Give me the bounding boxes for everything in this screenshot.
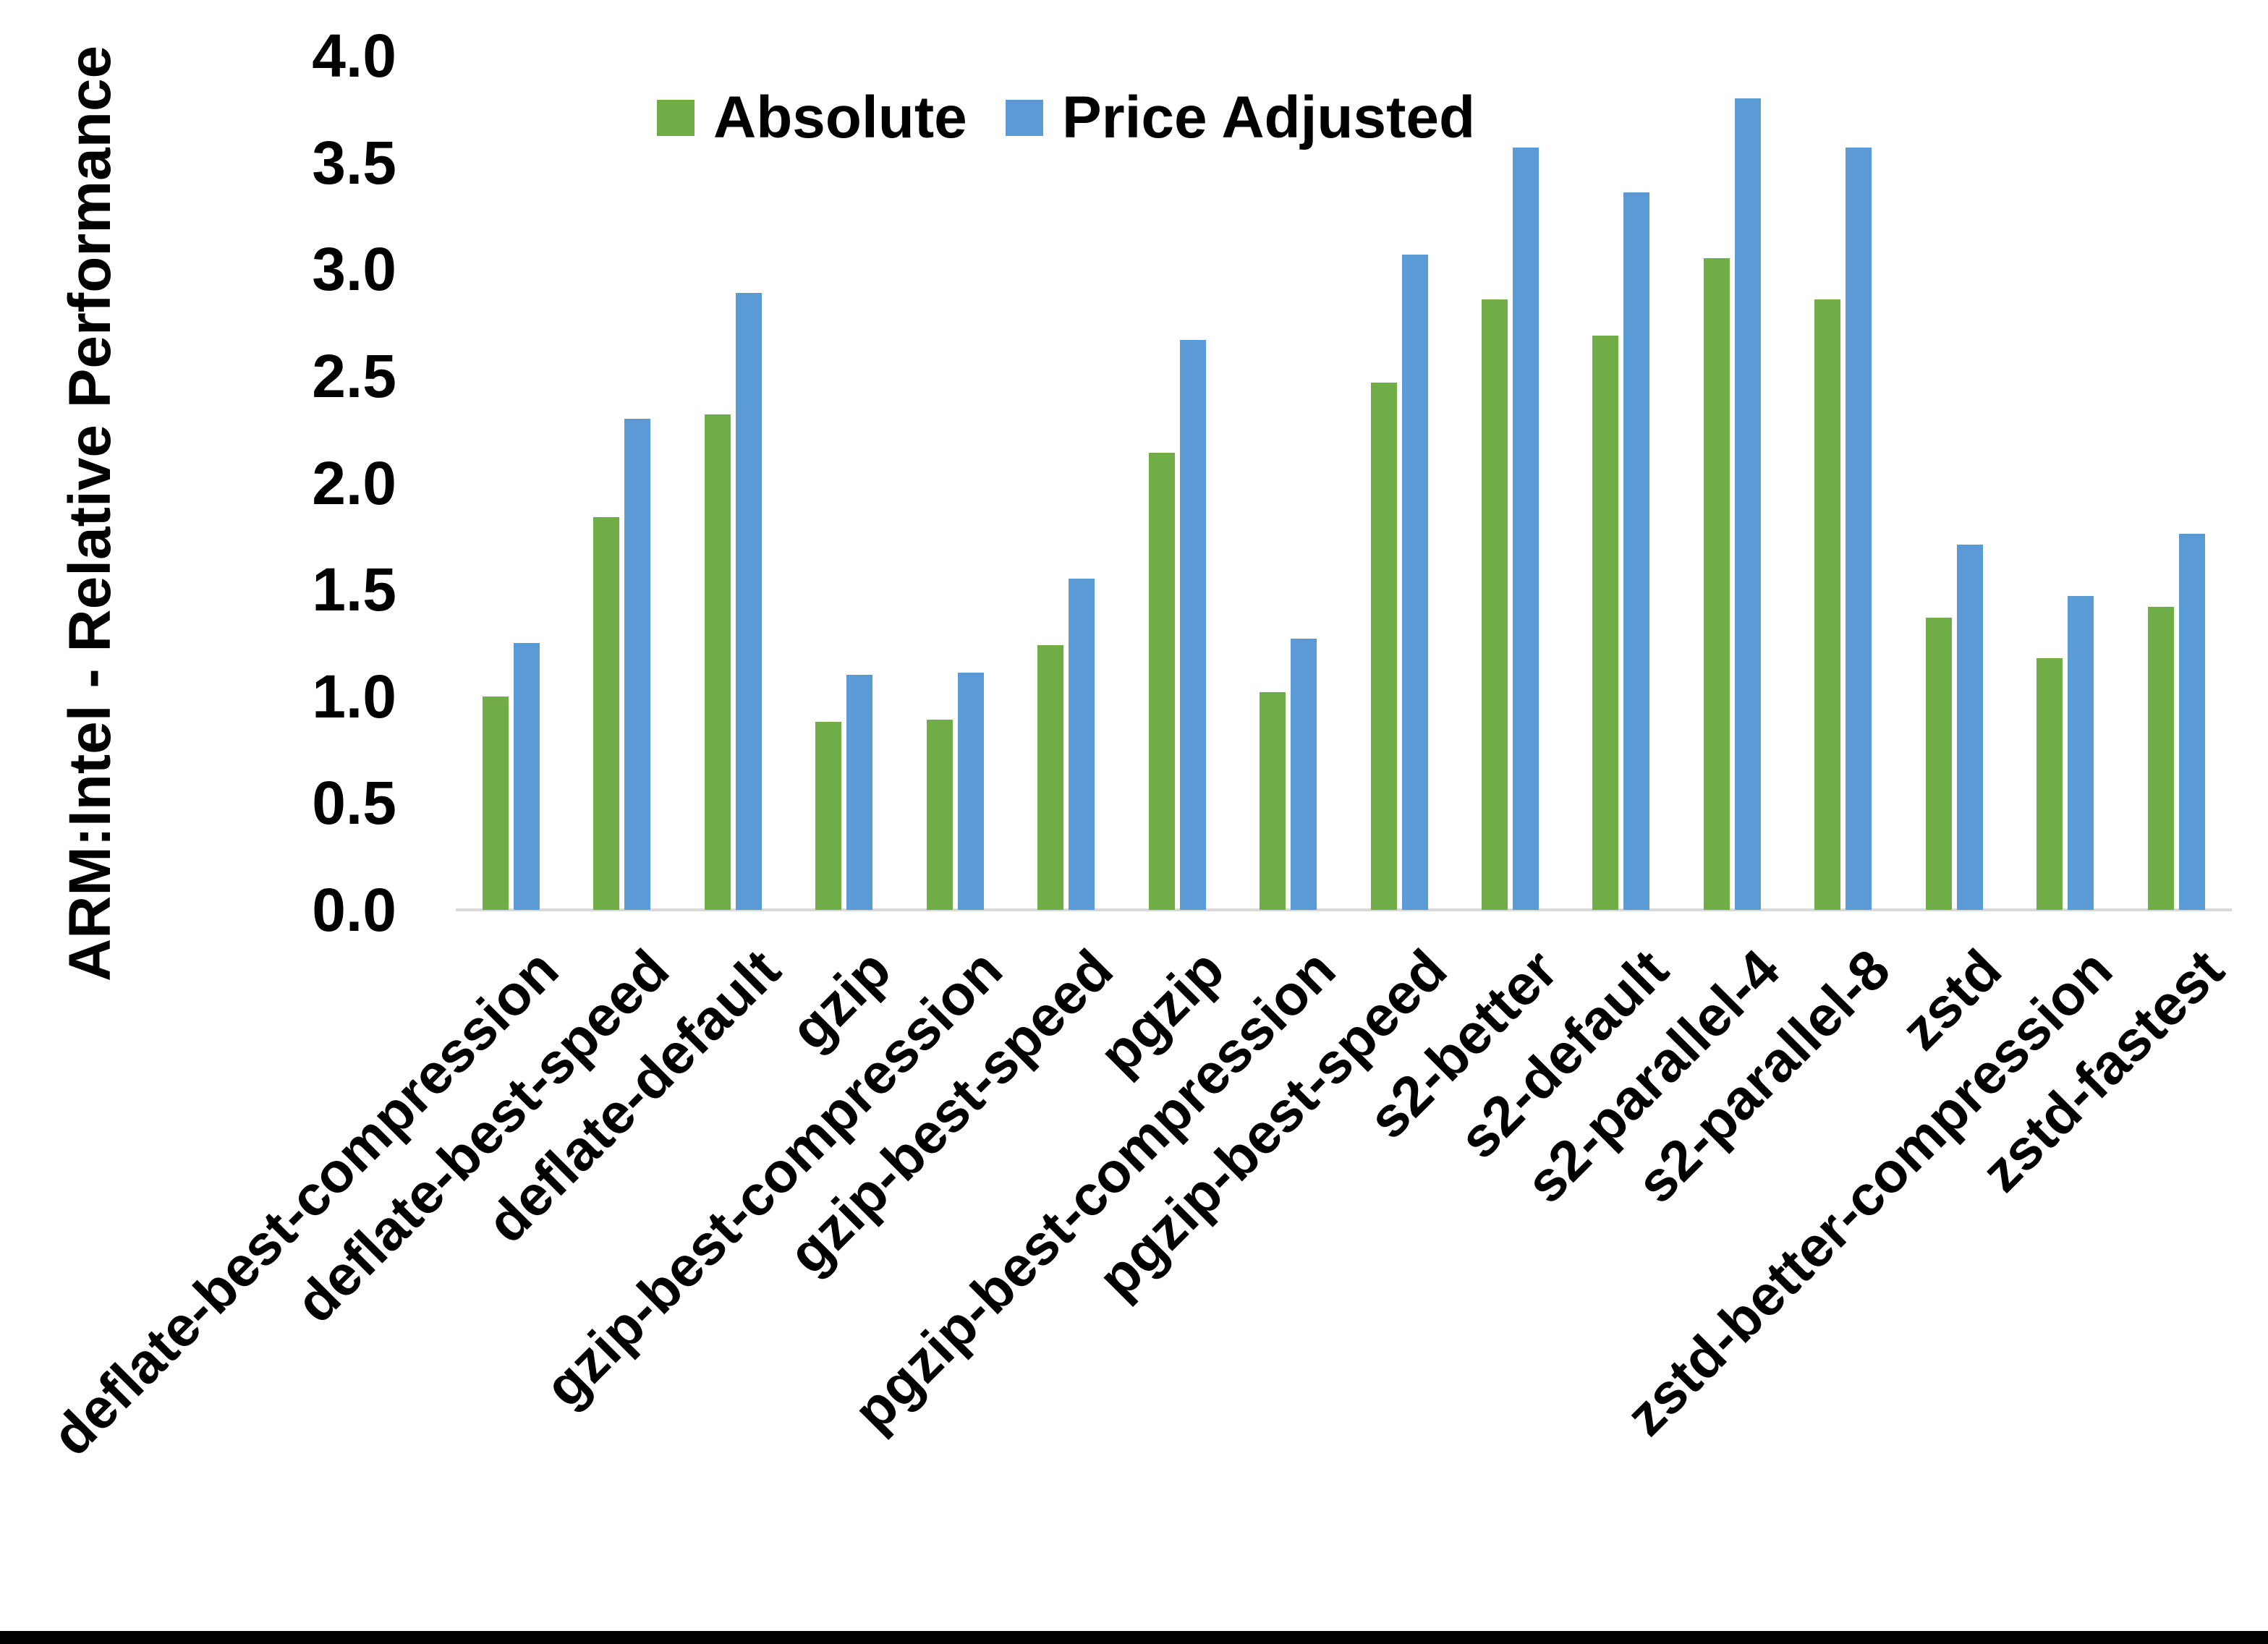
y-axis-title: ARM:Intel - Relative Performance: [57, 45, 124, 982]
bar-price-adjusted-gzip-best-speed: [1069, 579, 1095, 910]
bar-price-adjusted-zstd-fastest: [2179, 534, 2205, 910]
y-tick-2.0: 2.0: [312, 448, 396, 517]
bar-absolute-s2-parallel-8: [1814, 299, 1840, 910]
legend-label-absolute: Absolute: [713, 85, 967, 150]
bar-price-adjusted-pgzip: [1180, 340, 1206, 910]
bar-price-adjusted-pgzip-best-speed: [1402, 255, 1428, 910]
bar-absolute-deflate-best-compression: [483, 697, 509, 910]
bar-price-adjusted-s2-parallel-8: [1846, 148, 1872, 910]
bar-price-adjusted-zstd-better-compression: [2068, 596, 2094, 910]
bottom-border: [0, 1631, 2268, 1644]
bar-price-adjusted-deflate-best-compression: [514, 643, 540, 910]
legend-swatch-absolute: [657, 100, 695, 136]
bar-absolute-s2-parallel-4: [1704, 258, 1730, 910]
y-tick-3.0: 3.0: [312, 235, 396, 304]
bar-absolute-gzip-best-compression: [927, 720, 953, 910]
legend-label-price-adjusted: Price Adjusted: [1062, 85, 1476, 150]
bar-price-adjusted-gzip-best-compression: [958, 673, 984, 910]
bar-absolute-s2-better: [1482, 299, 1508, 910]
bar-absolute-deflate-best-speed: [593, 517, 619, 910]
bar-absolute-s2-default: [1592, 336, 1618, 910]
bar-price-adjusted-deflate-best-speed: [624, 419, 650, 910]
y-tick-2.5: 2.5: [312, 341, 396, 410]
legend-swatch-price-adjusted: [1006, 100, 1043, 136]
bar-absolute-pgzip-best-speed: [1371, 383, 1397, 910]
bar-price-adjusted-gzip: [846, 675, 872, 910]
bar-absolute-gzip-best-speed: [1037, 645, 1063, 910]
bar-price-adjusted-deflate-default: [736, 293, 762, 910]
y-tick-0.0: 0.0: [312, 876, 396, 944]
bar-price-adjusted-s2-default: [1623, 192, 1649, 910]
bar-price-adjusted-pgzip-best-compression: [1291, 639, 1317, 910]
bar-price-adjusted-s2-better: [1513, 148, 1539, 910]
bar-price-adjusted-zstd: [1957, 545, 1983, 910]
bar-absolute-zstd-better-compression: [2036, 658, 2063, 910]
legend-item-price-adjusted: Price Adjusted: [1006, 85, 1475, 150]
y-tick-1.5: 1.5: [312, 555, 396, 624]
y-tick-1.0: 1.0: [312, 662, 396, 731]
y-tick-0.5: 0.5: [312, 769, 396, 838]
x-axis-line: [456, 908, 2232, 911]
bar-price-adjusted-s2-parallel-4: [1735, 98, 1761, 910]
bar-absolute-gzip: [815, 722, 841, 910]
legend-item-absolute: Absolute: [657, 85, 967, 150]
y-tick-3.5: 3.5: [312, 128, 396, 197]
bar-absolute-deflate-default: [705, 414, 731, 910]
bar-absolute-pgzip-best-compression: [1260, 692, 1286, 910]
bar-absolute-zstd-fastest: [2148, 607, 2174, 910]
bar-absolute-zstd: [1926, 618, 1952, 910]
y-axis-title-box: ARM:Intel - Relative Performance: [0, 46, 181, 981]
y-tick-4.0: 4.0: [312, 22, 396, 90]
bar-absolute-pgzip: [1149, 453, 1175, 910]
